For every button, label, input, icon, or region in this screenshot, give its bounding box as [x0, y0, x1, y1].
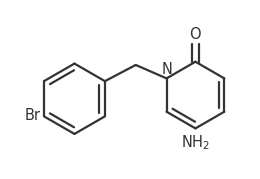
Text: O: O: [190, 27, 201, 42]
Text: Br: Br: [24, 108, 40, 123]
Text: NH$_2$: NH$_2$: [181, 133, 210, 152]
Text: N: N: [162, 62, 173, 77]
